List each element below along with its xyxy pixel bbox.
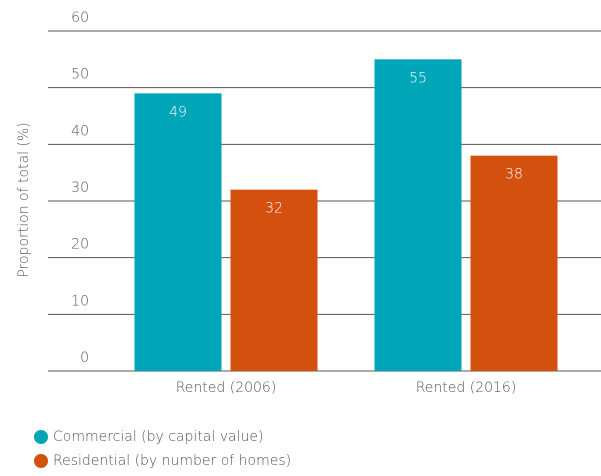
legend-label: Commercial (by capital value) xyxy=(53,429,263,445)
value-label: 55 xyxy=(409,70,427,86)
y-tick-label: 50 xyxy=(71,67,89,83)
legend-swatch xyxy=(34,454,48,468)
y-tick-label: 20 xyxy=(71,237,89,253)
bar xyxy=(134,93,222,371)
y-axis-label: Proportion of total (%) xyxy=(16,122,32,277)
value-label: 49 xyxy=(169,104,187,120)
x-tick-label: Rented (2006) xyxy=(176,380,277,396)
y-tick-label: 60 xyxy=(71,10,89,26)
x-tick-label: Rented (2016) xyxy=(416,380,517,396)
y-tick-label: 10 xyxy=(71,293,89,309)
y-tick-label: 30 xyxy=(71,180,89,196)
y-tick-label: 0 xyxy=(80,350,89,366)
bar xyxy=(470,155,558,371)
bar xyxy=(230,189,318,371)
value-label: 32 xyxy=(265,201,283,217)
bar xyxy=(374,59,462,371)
value-label: 38 xyxy=(505,167,523,183)
legend-swatch xyxy=(34,430,48,444)
y-tick-label: 40 xyxy=(71,123,89,139)
legend-label: Residential (by number of homes) xyxy=(53,453,291,469)
